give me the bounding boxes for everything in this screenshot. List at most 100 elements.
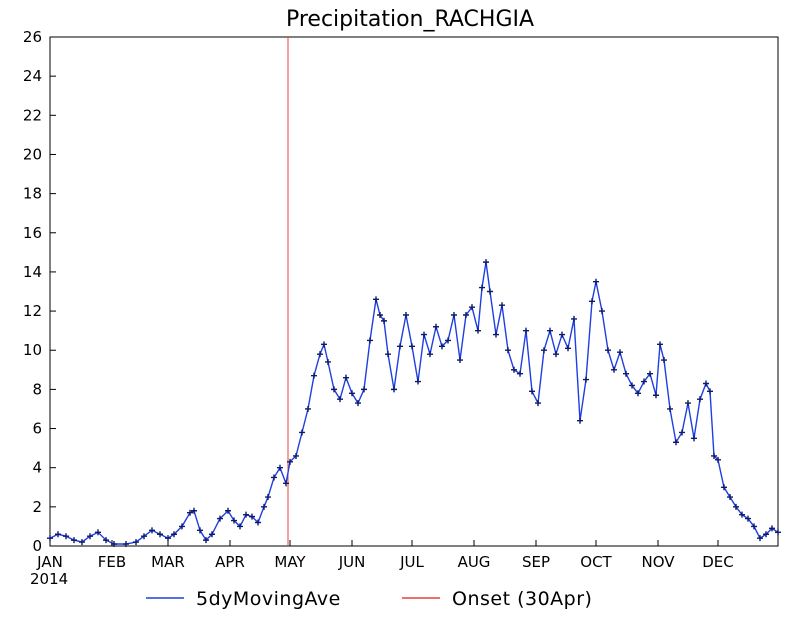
- data-point-marker: [487, 288, 493, 295]
- data-point-marker: [715, 456, 721, 463]
- data-point-marker: [711, 452, 717, 459]
- data-point-marker: [237, 523, 243, 530]
- x-tick-label: OCT: [580, 553, 612, 571]
- plot-frame: [49, 36, 779, 547]
- data-point-marker: [317, 351, 323, 358]
- data-point-marker: [409, 343, 415, 350]
- data-point-marker: [149, 527, 155, 534]
- y-tick-label: 22: [23, 106, 42, 124]
- legend-label-onset: Onset (30Apr): [452, 588, 592, 610]
- data-point-marker: [691, 435, 697, 442]
- data-point-marker: [657, 341, 663, 348]
- data-point-marker: [523, 327, 529, 334]
- data-point-marker: [593, 278, 599, 285]
- data-point-marker: [605, 347, 611, 354]
- y-tick-label: 18: [23, 185, 42, 203]
- y-tick-label: 4: [32, 459, 42, 477]
- data-point-marker: [629, 382, 635, 389]
- data-point-marker: [343, 374, 349, 381]
- data-point-marker: [745, 515, 751, 522]
- data-point-marker: [727, 494, 733, 501]
- data-point-marker: [349, 390, 355, 397]
- data-point-marker: [577, 417, 583, 424]
- x-tick-label: DEC: [702, 553, 734, 571]
- data-point-marker: [187, 509, 193, 516]
- y-tick-label: 20: [23, 145, 42, 163]
- legend-entry-onset: Onset (30Apr): [402, 588, 592, 610]
- x-tick-label: MAY: [274, 553, 306, 571]
- data-point-marker: [445, 337, 451, 344]
- x-tick-label: FEB: [98, 553, 126, 571]
- x-tick-label: AUG: [458, 553, 491, 571]
- x-axis-year-label: 2014: [30, 570, 68, 588]
- x-tick-label: APR: [215, 553, 245, 571]
- data-point-marker: [133, 539, 139, 546]
- data-point-marker: [751, 523, 757, 530]
- data-point-marker: [157, 531, 163, 538]
- data-point-marker: [611, 366, 617, 373]
- data-point-marker: [583, 376, 589, 383]
- data-point-marker: [505, 347, 511, 354]
- data-point-marker: [499, 302, 505, 309]
- data-point-marker: [641, 378, 647, 385]
- data-point-marker: [367, 337, 373, 344]
- data-point-marker: [225, 507, 231, 514]
- data-point-marker: [559, 331, 565, 338]
- data-point-marker: [647, 370, 653, 377]
- y-tick-label: 16: [23, 224, 42, 242]
- data-point-marker: [703, 380, 709, 387]
- y-tick-label: 24: [23, 67, 42, 85]
- data-point-marker: [299, 429, 305, 436]
- data-point-marker: [217, 515, 223, 522]
- data-point-marker: [661, 357, 667, 364]
- data-point-marker: [469, 304, 475, 311]
- data-point-marker: [599, 308, 605, 315]
- x-tick-label: JAN: [36, 553, 63, 571]
- data-point-marker: [325, 358, 331, 365]
- data-point-marker: [265, 494, 271, 501]
- data-point-marker: [635, 390, 641, 397]
- data-point-marker: [55, 531, 61, 538]
- data-point-marker: [511, 366, 517, 373]
- data-point-marker: [517, 370, 523, 377]
- data-point-marker: [331, 386, 337, 393]
- data-point-marker: [47, 535, 53, 542]
- data-point-marker: [403, 311, 409, 318]
- data-point-marker: [249, 513, 255, 520]
- y-tick-label: 8: [32, 380, 42, 398]
- data-point-marker: [707, 388, 713, 395]
- data-point-marker: [261, 503, 267, 510]
- data-point-marker: [111, 541, 117, 548]
- data-point-marker: [255, 519, 261, 526]
- data-point-marker: [361, 386, 367, 393]
- data-point-marker: [763, 531, 769, 538]
- data-point-marker: [463, 311, 469, 318]
- data-point-marker: [739, 511, 745, 518]
- data-point-marker: [697, 396, 703, 403]
- data-point-marker: [483, 259, 489, 266]
- data-point-marker: [283, 480, 289, 487]
- data-point-marker: [667, 405, 673, 412]
- data-point-marker: [95, 529, 101, 536]
- data-point-marker: [475, 327, 481, 334]
- data-point-marker: [277, 464, 283, 471]
- data-point-marker: [433, 323, 439, 330]
- data-point-marker: [775, 529, 781, 536]
- data-point-marker: [589, 298, 595, 305]
- data-point-marker: [653, 392, 659, 399]
- data-point-marker: [305, 405, 311, 412]
- x-tick-label: MAR: [151, 553, 185, 571]
- data-point-marker: [769, 525, 775, 532]
- data-point-marker: [63, 533, 69, 540]
- data-point-marker: [541, 347, 547, 354]
- data-point-marker: [427, 351, 433, 358]
- data-point-marker: [529, 388, 535, 395]
- data-point-marker: [197, 527, 203, 534]
- data-point-marker: [673, 439, 679, 446]
- data-point-marker: [451, 311, 457, 318]
- data-point-marker: [381, 317, 387, 324]
- data-point-marker: [565, 345, 571, 352]
- data-point-marker: [79, 539, 85, 546]
- data-point-marker: [141, 533, 147, 540]
